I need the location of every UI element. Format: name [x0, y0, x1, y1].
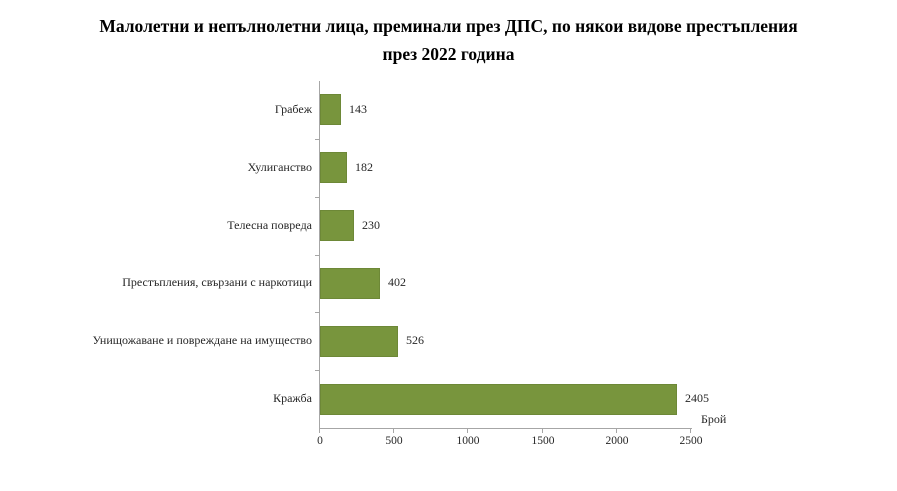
category-label-4: Престъпления, свързани с наркотици — [122, 275, 312, 289]
chart-title-line-1: Малолетни и непълнолетни лица, преминали… — [99, 16, 798, 36]
value-label-2: 182 — [355, 160, 373, 174]
category-label-3: Телесна поврeда — [227, 218, 312, 232]
value-label-6: 2405 — [685, 391, 709, 405]
category-tick-2 — [315, 197, 319, 198]
category-tick-4 — [315, 312, 319, 313]
x-tick-1 — [393, 429, 394, 433]
x-axis-line — [319, 428, 692, 429]
bar-4 — [320, 268, 380, 299]
x-tick-label-2: 1000 — [456, 435, 480, 447]
bar-3 — [320, 210, 354, 241]
x-tick-label-1: 500 — [385, 435, 403, 447]
chart-title: Малолетни и непълнолетни лица, преминали… — [0, 12, 897, 68]
category-label-2: Хулиганство — [247, 160, 312, 174]
x-tick-0 — [319, 429, 320, 433]
category-tick-1 — [315, 139, 319, 140]
x-tick-4 — [616, 429, 617, 433]
x-tick-5 — [690, 429, 691, 433]
x-tick-2 — [467, 429, 468, 433]
value-label-1: 143 — [349, 102, 367, 116]
x-tick-label-0: 0 — [317, 435, 323, 447]
y-axis-line — [319, 81, 320, 428]
category-label-6: Кражба — [273, 391, 312, 405]
x-tick-label-4: 2000 — [605, 435, 629, 447]
category-tick-3 — [315, 255, 319, 256]
bar-2 — [320, 152, 347, 183]
x-tick-label-5: 2500 — [679, 435, 703, 447]
x-tick-3 — [542, 429, 543, 433]
value-label-5: 526 — [406, 333, 424, 347]
category-label-1: Грабеж — [274, 102, 312, 116]
category-tick-5 — [315, 370, 319, 371]
x-tick-label-3: 1500 — [531, 435, 555, 447]
value-label-4: 402 — [388, 275, 406, 289]
value-label-3: 230 — [362, 218, 380, 232]
bar-6 — [320, 384, 677, 415]
bar-5 — [320, 326, 398, 357]
x-axis-unit-label: Брой — [701, 412, 727, 426]
chart-title-line-2: през 2022 година — [382, 44, 515, 64]
bar-1 — [320, 94, 341, 125]
category-label-5: Унищожаване и повреждане на имущество — [92, 333, 312, 347]
